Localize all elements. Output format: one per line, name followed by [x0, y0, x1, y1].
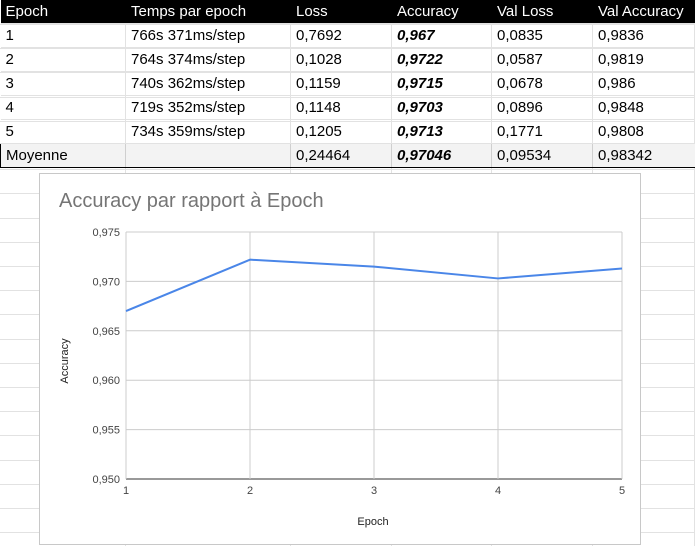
cell-epoch[interactable]: 4 — [0, 95, 126, 120]
chart-title: Accuracy par rapport à Epoch — [59, 190, 324, 212]
y-tick-label: 0,965 — [92, 326, 120, 338]
cell-time[interactable]: 766s 371ms/step — [125, 23, 291, 48]
x-tick-label: 3 — [371, 485, 377, 497]
cell-val-loss[interactable]: 0,1771 — [491, 119, 593, 144]
cell-average-loss[interactable]: 0,24464 — [290, 142, 392, 168]
table-row: 3 740s 362ms/step 0,1159 0,9715 0,0678 0… — [0, 71, 695, 96]
cell-epoch[interactable]: 3 — [0, 71, 126, 96]
cell-val-loss[interactable]: 0,0835 — [491, 23, 593, 48]
cell-val-accuracy[interactable]: 0,9848 — [592, 95, 695, 120]
x-tick-label: 5 — [619, 485, 625, 497]
header-cell-loss[interactable]: Loss — [290, 0, 392, 24]
cell-loss[interactable]: 0,1205 — [290, 119, 392, 144]
cell-accuracy[interactable]: 0,9713 — [391, 119, 492, 144]
header-cell-accuracy[interactable]: Accuracy — [391, 0, 492, 24]
cell-average-val-loss[interactable]: 0,09534 — [491, 142, 593, 168]
x-axis-label: Epoch — [357, 516, 388, 528]
y-tick-label: 0,955 — [92, 425, 120, 437]
average-row: Moyenne 0,24464 0,97046 0,09534 0,98342 — [0, 142, 695, 168]
cell-time[interactable]: 740s 362ms/step — [125, 71, 291, 96]
y-tick-label: 0,970 — [92, 276, 120, 288]
cell-accuracy[interactable]: 0,9703 — [391, 95, 492, 120]
table-row: 2 764s 374ms/step 0,1028 0,9722 0,0587 0… — [0, 47, 695, 72]
cell-time[interactable]: 734s 359ms/step — [125, 119, 291, 144]
cell-time[interactable]: 719s 352ms/step — [125, 95, 291, 120]
results-table: Epoch Temps par epoch Loss Accuracy Val … — [0, 0, 695, 168]
cell-epoch[interactable]: 5 — [0, 119, 126, 144]
y-tick-label: 0,950 — [92, 474, 120, 486]
cell-loss[interactable]: 0,1159 — [290, 71, 392, 96]
y-tick-label: 0,960 — [92, 375, 120, 387]
cell-time[interactable]: 764s 374ms/step — [125, 47, 291, 72]
cell-average-val-accuracy[interactable]: 0,98342 — [592, 142, 695, 168]
cell-val-loss[interactable]: 0,0896 — [491, 95, 593, 120]
cell-epoch[interactable]: 2 — [0, 47, 126, 72]
y-axis-label: Accuracy — [59, 338, 71, 384]
table-row: 4 719s 352ms/step 0,1148 0,9703 0,0896 0… — [0, 95, 695, 120]
cell-val-accuracy[interactable]: 0,9808 — [592, 119, 695, 144]
cell-val-loss[interactable]: 0,0678 — [491, 71, 593, 96]
cell-accuracy[interactable]: 0,9715 — [391, 71, 492, 96]
cell-loss[interactable]: 0,1148 — [290, 95, 392, 120]
header-cell-val-accuracy[interactable]: Val Accuracy — [592, 0, 695, 24]
cell-val-accuracy[interactable]: 0,9836 — [592, 23, 695, 48]
table-row: 5 734s 359ms/step 0,1205 0,9713 0,1771 0… — [0, 119, 695, 144]
header-cell-val-loss[interactable]: Val Loss — [491, 0, 593, 24]
cell-val-loss[interactable]: 0,0587 — [491, 47, 593, 72]
y-tick-label: 0,975 — [92, 227, 120, 239]
cell-average-accuracy[interactable]: 0,97046 — [391, 142, 492, 168]
cell-accuracy[interactable]: 0,9722 — [391, 47, 492, 72]
cell-average-label[interactable]: Moyenne — [0, 142, 126, 168]
cell-loss[interactable]: 0,7692 — [290, 23, 392, 48]
table-row: 1 766s 371ms/step 0,7692 0,967 0,0835 0,… — [0, 23, 695, 48]
header-cell-epoch[interactable]: Epoch — [0, 0, 126, 24]
cell-average-time[interactable] — [125, 142, 291, 168]
accuracy-chart[interactable]: Accuracy par rapport à Epoch 0,950 0,955 0… — [39, 173, 641, 545]
header-row: Epoch Temps par epoch Loss Accuracy Val … — [0, 0, 695, 24]
cell-loss[interactable]: 0,1028 — [290, 47, 392, 72]
x-tick-label: 2 — [247, 485, 253, 497]
x-tick-label: 1 — [123, 485, 129, 497]
cell-val-accuracy[interactable]: 0,986 — [592, 71, 695, 96]
sheet-row-line — [0, 169, 695, 170]
header-cell-time[interactable]: Temps par epoch — [125, 0, 291, 24]
cell-epoch[interactable]: 1 — [0, 23, 126, 48]
cell-val-accuracy[interactable]: 0,9819 — [592, 47, 695, 72]
chart-plot-area: 0,950 0,955 0,960 0,965 0,970 0,975 1 2 3 4 5 Epoc… — [59, 227, 625, 528]
x-tick-label: 4 — [495, 485, 501, 497]
cell-accuracy[interactable]: 0,967 — [391, 23, 492, 48]
